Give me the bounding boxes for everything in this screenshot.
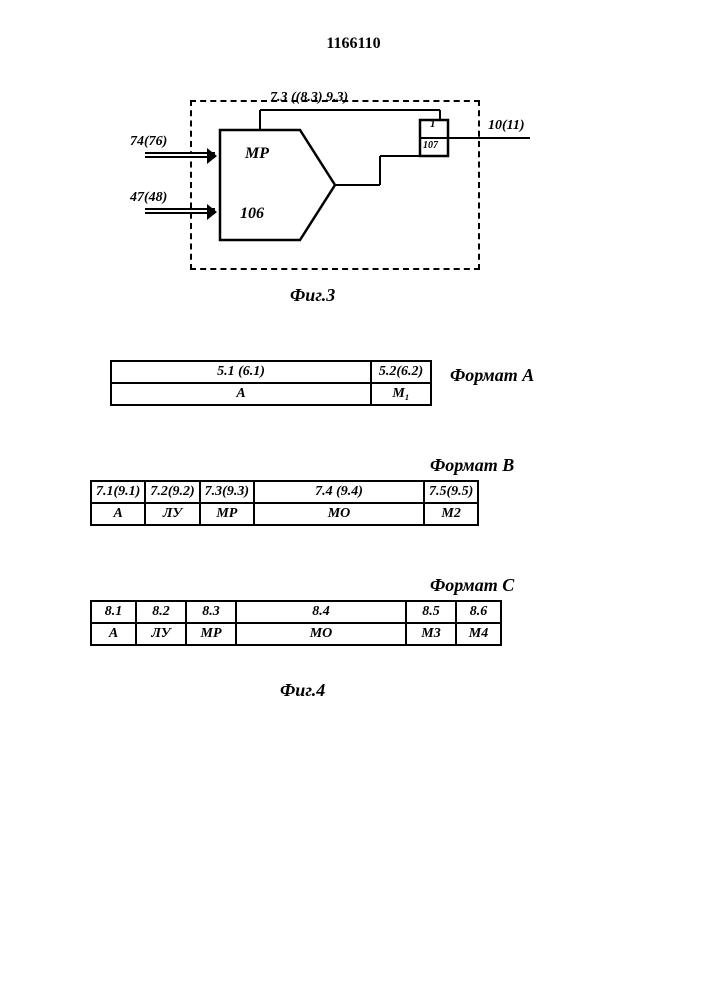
cell: A: [111, 383, 371, 405]
cell: А: [91, 623, 136, 645]
cell: 8.3: [186, 601, 236, 623]
cell: А: [91, 503, 145, 525]
formatB-table: 7.1(9.1) 7.2(9.2) 7.3(9.3) 7.4 (9.4) 7.5…: [90, 480, 479, 526]
cell: 5.2(6.2): [371, 361, 431, 383]
cell: М3: [406, 623, 456, 645]
cell: 7.1(9.1): [91, 481, 145, 503]
formatB-title: Формат B: [430, 455, 514, 476]
out-label: 10(11): [488, 118, 525, 134]
fig3-svg: [130, 90, 550, 320]
cell: 5.1 (6.1): [111, 361, 371, 383]
formatA-title: Формат A: [450, 365, 534, 386]
cell: ЛУ: [145, 503, 199, 525]
fig4-caption: Фиг.4: [280, 680, 325, 701]
formatC-title: Формат C: [430, 575, 514, 596]
cell: 7.4 (9.4): [254, 481, 424, 503]
top-label: 7.3 ((8.3) 9.3): [270, 90, 348, 106]
formatC-row2: А ЛУ МР МО М3 М4: [91, 623, 501, 645]
formatC-row1: 8.1 8.2 8.3 8.4 8.5 8.6: [91, 601, 501, 623]
cell: 8.2: [136, 601, 186, 623]
cell: МР: [200, 503, 254, 525]
cell: 8.1: [91, 601, 136, 623]
formatA-row2: A М₁: [111, 383, 431, 405]
cell: МО: [254, 503, 424, 525]
cell: М2: [424, 503, 478, 525]
mp-text: МР: [245, 145, 269, 163]
doc-number: 1166110: [326, 35, 380, 53]
formatB-row1: 7.1(9.1) 7.2(9.2) 7.3(9.3) 7.4 (9.4) 7.5…: [91, 481, 478, 503]
cell: МР: [186, 623, 236, 645]
formatA-table: 5.1 (6.1) 5.2(6.2) A М₁: [110, 360, 432, 406]
cell: М₁: [371, 383, 431, 405]
formatC-table: 8.1 8.2 8.3 8.4 8.5 8.6 А ЛУ МР МО М3 М4: [90, 600, 502, 646]
formatB-row2: А ЛУ МР МО М2: [91, 503, 478, 525]
cell: МО: [236, 623, 406, 645]
cell: 8.6: [456, 601, 501, 623]
small-top: 1: [430, 118, 436, 130]
fig3-diagram: 74(76) 47(48) 7.3 ((8.3) 9.3) 10(11) МР …: [130, 90, 550, 320]
cell: 7.3(9.3): [200, 481, 254, 503]
cell: ЛУ: [136, 623, 186, 645]
small-bottom: 107: [423, 140, 438, 151]
cell: 7.2(9.2): [145, 481, 199, 503]
cell: 7.5(9.5): [424, 481, 478, 503]
fig3-caption: Фиг.3: [290, 285, 335, 306]
cell: 8.5: [406, 601, 456, 623]
cell: 8.4: [236, 601, 406, 623]
cell: М4: [456, 623, 501, 645]
mp-106: 106: [240, 205, 264, 223]
formatA-row1: 5.1 (6.1) 5.2(6.2): [111, 361, 431, 383]
